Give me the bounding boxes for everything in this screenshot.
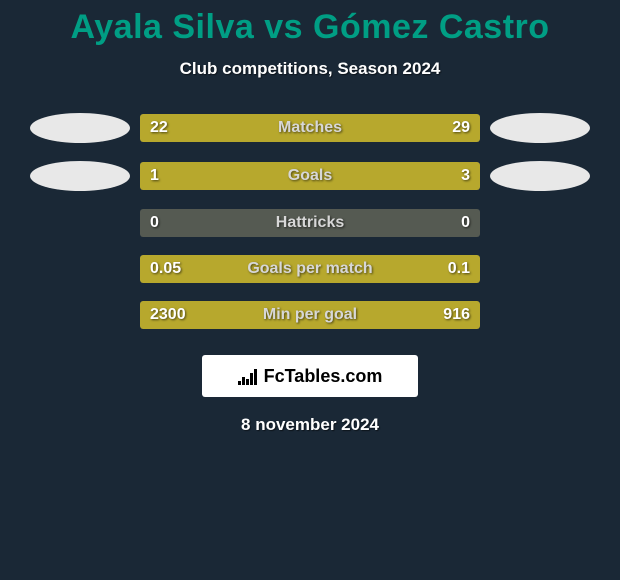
avatar-slot-right: [480, 161, 600, 191]
stat-value-right: 916: [443, 306, 470, 324]
subtitle: Club competitions, Season 2024: [0, 59, 620, 79]
stat-label: Matches: [278, 119, 342, 137]
avatar-slot-right: [480, 113, 600, 143]
avatar: [490, 161, 590, 191]
stat-rows: 22 29 Matches 1 3 Goals 0 0 Hattricks 0.05 0.1 Goal…: [0, 113, 620, 329]
stat-row: 0.05 0.1 Goals per match: [0, 255, 620, 283]
player1-name: Ayala Silva: [70, 8, 254, 46]
stat-row: 1 3 Goals: [0, 161, 620, 191]
stat-bar: 0.05 0.1 Goals per match: [140, 255, 480, 283]
avatar: [30, 161, 130, 191]
avatar: [30, 113, 130, 143]
avatar: [490, 113, 590, 143]
stat-label: Hattricks: [276, 214, 344, 232]
page-title: Ayala Silva vs Gómez Castro: [0, 0, 620, 47]
stat-value-right: 29: [452, 119, 470, 137]
stat-value-right: 3: [461, 167, 470, 185]
stat-bar: 1 3 Goals: [140, 162, 480, 190]
bar-fill-right: [215, 162, 480, 190]
stat-bar: 0 0 Hattricks: [140, 209, 480, 237]
stat-value-left: 0: [150, 214, 159, 232]
chart-icon: [238, 367, 258, 385]
stat-row: 22 29 Matches: [0, 113, 620, 143]
stat-value-left: 2300: [150, 306, 186, 324]
player2-name: Gómez Castro: [313, 8, 550, 46]
stat-bar: 2300 916 Min per goal: [140, 301, 480, 329]
stat-label: Min per goal: [263, 306, 357, 324]
stat-value-right: 0.1: [448, 260, 470, 278]
stat-row: 2300 916 Min per goal: [0, 301, 620, 329]
vs-separator: vs: [264, 8, 303, 46]
stat-value-left: 22: [150, 119, 168, 137]
brand-text: FcTables.com: [264, 366, 383, 387]
stat-value-right: 0: [461, 214, 470, 232]
stat-label: Goals per match: [247, 260, 372, 278]
avatar-slot-left: [20, 161, 140, 191]
stat-label: Goals: [288, 167, 332, 185]
avatar-slot-left: [20, 113, 140, 143]
brand-logo: FcTables.com: [202, 355, 418, 397]
footer-date: 8 november 2024: [0, 415, 620, 435]
stat-value-left: 1: [150, 167, 159, 185]
stat-value-left: 0.05: [150, 260, 181, 278]
stat-bar: 22 29 Matches: [140, 114, 480, 142]
stat-row: 0 0 Hattricks: [0, 209, 620, 237]
